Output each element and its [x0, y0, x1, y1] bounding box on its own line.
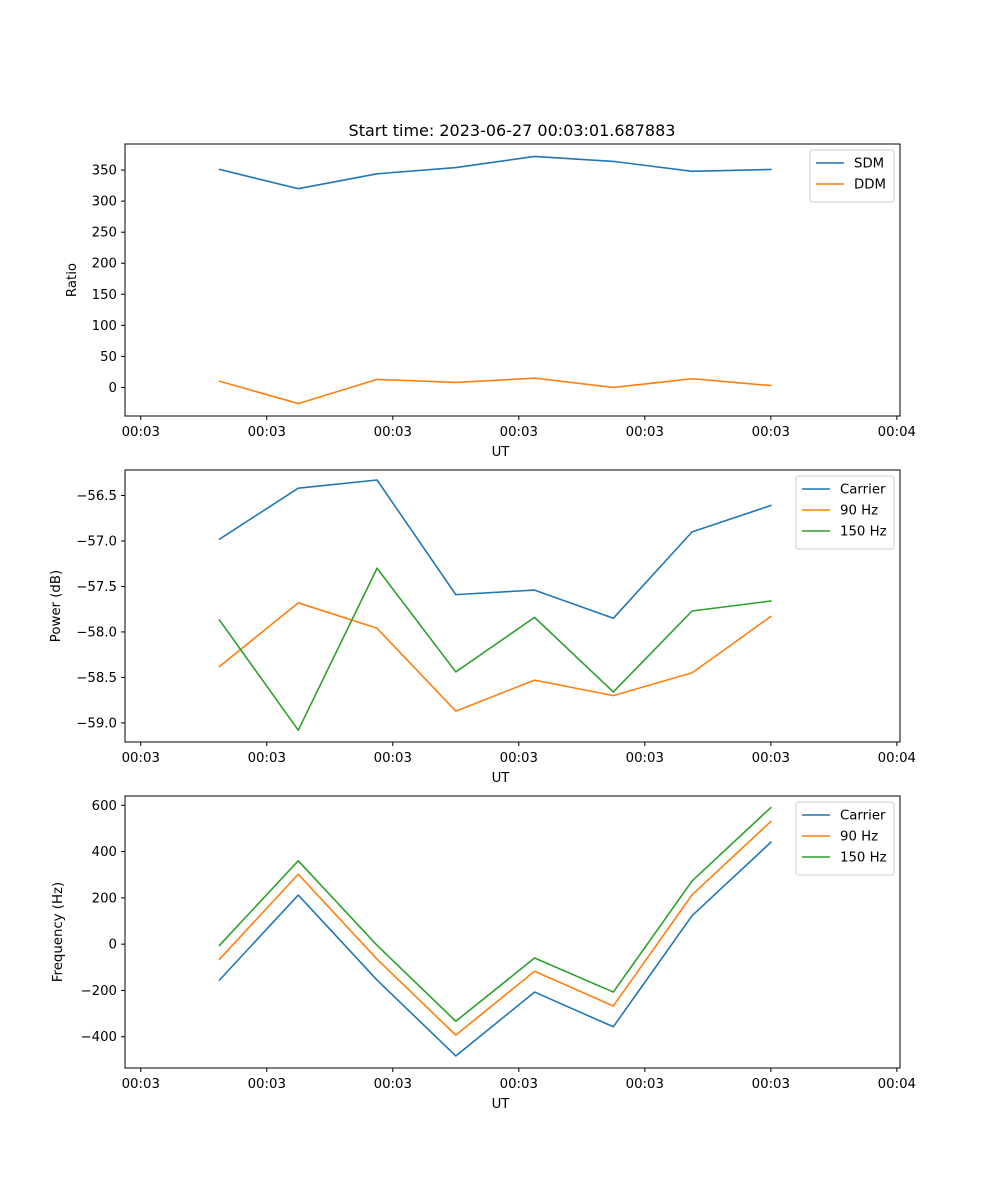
y-tick-label: −57.5 — [76, 580, 117, 595]
x-tick-label: 00:03 — [500, 751, 538, 766]
x-axis-label: UT — [492, 1097, 511, 1112]
x-tick-label: 00:03 — [752, 751, 790, 766]
x-tick-label: 00:03 — [626, 751, 664, 766]
chart-panel-power: 00:03 00:03 00:03 00:03 00:03 00:03 00:04 −56.5… — [49, 469, 916, 786]
y-tick-label: −400 — [80, 1030, 117, 1045]
y-tick-label: 0 — [109, 381, 117, 396]
series-line-150-hz — [218, 567, 772, 731]
y-axis-label: Ratio — [65, 263, 80, 297]
y-tick-label: −200 — [80, 984, 117, 999]
y-tick-label: 600 — [92, 799, 117, 814]
x-tick-label: 00:04 — [878, 425, 916, 440]
x-tick-label: 00:03 — [248, 751, 286, 766]
series-line-sdm — [218, 155, 772, 190]
x-tick-label: 00:03 — [122, 1077, 160, 1092]
legend: Carrier 90 Hz 150 Hz — [795, 475, 895, 550]
legend-label-90-hz: 90 Hz — [840, 830, 878, 845]
y-tick-label: 0 — [109, 938, 117, 953]
axes-frame — [124, 469, 901, 743]
x-tick-label: 00:03 — [500, 425, 538, 440]
legend-label-90-hz: 90 Hz — [840, 504, 878, 519]
x-tick-label: 00:03 — [752, 425, 790, 440]
x-tick-label: 00:03 — [500, 1077, 538, 1092]
series-line-90-hz — [218, 820, 772, 1036]
legend-label-carrier: Carrier — [840, 809, 886, 824]
legend-label-carrier: Carrier — [840, 483, 886, 498]
x-tick-label: 00:03 — [122, 751, 160, 766]
y-tick-label: 100 — [92, 319, 117, 334]
y-axis-label: Power (dB) — [49, 570, 64, 642]
legend-label-ddm: DDM — [854, 178, 886, 193]
x-tick-label: 00:03 — [626, 425, 664, 440]
chart-panel-ratio: 00:03 00:03 00:03 00:03 00:03 00:03 00:04 0 50 10… — [65, 143, 916, 460]
axes-frame — [124, 143, 901, 417]
x-tick-label: 00:03 — [374, 1077, 412, 1092]
x-tick-label: 00:03 — [626, 1077, 664, 1092]
chart-title: Start time: 2023-06-27 00:03:01.687883 — [349, 121, 676, 140]
series-line-carrier — [218, 841, 772, 1057]
y-tick-label: −58.0 — [76, 625, 117, 640]
legend-label-150-hz: 150 Hz — [840, 851, 887, 866]
series-line-ddm — [218, 377, 772, 405]
series-line-90-hz — [218, 602, 772, 712]
y-tick-label: −56.5 — [76, 489, 117, 504]
y-tick-label: 250 — [92, 226, 117, 241]
y-tick-label: −59.0 — [76, 716, 117, 731]
chart-panel-frequency: 00:03 00:03 00:03 00:03 00:03 00:03 00:04 600 40… — [51, 795, 916, 1112]
y-tick-label: 400 — [92, 845, 117, 860]
y-tick-label: 50 — [100, 350, 117, 365]
y-axis-label: Frequency (Hz) — [51, 882, 66, 982]
axes-frame — [124, 795, 901, 1069]
x-tick-label: 00:04 — [878, 751, 916, 766]
x-tick-label: 00:04 — [878, 1077, 916, 1092]
y-tick-label: 200 — [92, 891, 117, 906]
x-tick-label: 00:03 — [248, 1077, 286, 1092]
x-tick-label: 00:03 — [374, 425, 412, 440]
y-tick-label: −58.5 — [76, 671, 117, 686]
x-axis-label: UT — [492, 771, 511, 786]
series-line-150-hz — [218, 806, 772, 1023]
legend-label-150-hz: 150 Hz — [840, 525, 887, 540]
x-tick-label: 00:03 — [374, 751, 412, 766]
legend: Carrier 90 Hz 150 Hz — [795, 801, 895, 876]
legend-label-sdm: SDM — [854, 157, 884, 172]
x-axis-label: UT — [492, 445, 511, 460]
x-tick-label: 00:03 — [122, 425, 160, 440]
y-tick-label: 200 — [92, 257, 117, 272]
series-line-carrier — [218, 479, 772, 620]
legend: SDM DDM — [809, 149, 895, 203]
x-tick-label: 00:03 — [248, 425, 286, 440]
y-tick-label: 150 — [92, 288, 117, 303]
y-tick-label: −57.0 — [76, 534, 117, 549]
y-tick-label: 300 — [92, 195, 117, 210]
y-tick-label: 350 — [92, 164, 117, 179]
x-tick-label: 00:03 — [752, 1077, 790, 1092]
